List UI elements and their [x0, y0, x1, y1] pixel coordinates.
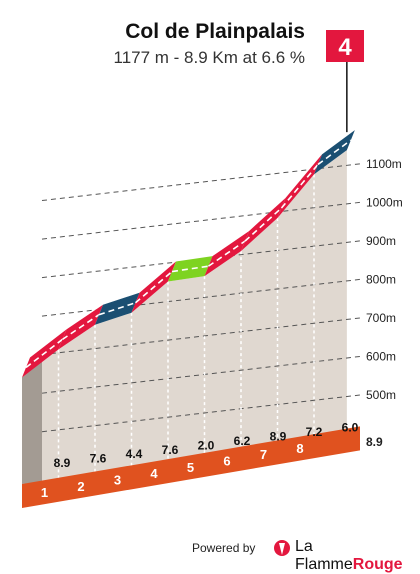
- brand-prefix: La Flamme: [295, 538, 353, 573]
- hill-side-face: [22, 361, 42, 484]
- band-centerline: [208, 240, 246, 267]
- gradient-value-label: 8.9: [54, 456, 71, 470]
- gradient-value-label: 2.0: [198, 438, 215, 452]
- band-centerline: [25, 338, 63, 369]
- chart-labels: 500m 600m 700m 800m 900m 1000m 1100m 1 2 3 4 5 6 7 8 8.…: [41, 157, 403, 500]
- footer: Powered by La FlammeRouge: [0, 537, 420, 573]
- km-marker-label: 3: [114, 472, 121, 487]
- gradient-segment: [277, 154, 322, 218]
- page-title: Col de Plainpalais: [125, 20, 305, 43]
- band-centerline: [98, 301, 136, 316]
- gradient-value-label: 6.2: [234, 434, 251, 448]
- gradient-band: [22, 130, 355, 378]
- km-marker-label: 5: [187, 460, 194, 475]
- km-marker-label: 7: [260, 447, 267, 462]
- flag-label: 4: [338, 34, 352, 61]
- gradient-value-label: 7.6: [162, 443, 179, 457]
- hill-fill: [22, 150, 347, 484]
- gradient-value-label: 4.4: [126, 447, 143, 461]
- band-centerline: [317, 139, 352, 166]
- km-marker-label: 6: [223, 453, 230, 468]
- band-centerline: [62, 314, 100, 341]
- gradient-segment: [168, 256, 213, 282]
- km-droplines: [57, 174, 315, 480]
- brand-name: La FlammeRouge: [295, 538, 420, 574]
- summit-flag: 4: [326, 30, 364, 133]
- km-marker-label: 8: [296, 441, 303, 456]
- climb-summary: 1177 m - 8.9 Km at 6.6 %: [113, 48, 306, 67]
- end-label: 8.9: [366, 435, 383, 449]
- gradient-value-label: 8.9: [270, 429, 287, 443]
- band-centerline: [134, 270, 173, 304]
- km-marker-label: 4: [150, 466, 158, 481]
- gradient-segment: [95, 292, 140, 325]
- y-tick-label: 700m: [366, 311, 396, 325]
- flag-banner: [326, 30, 364, 62]
- y-tick-label: 1000m: [366, 195, 403, 209]
- brand-suffix: Rouge: [352, 556, 403, 573]
- km-marker-label: 2: [77, 479, 84, 494]
- y-tick-label: 500m: [366, 388, 396, 402]
- y-tick-label: 600m: [366, 349, 396, 363]
- gradient-value-label: 6.0: [342, 421, 359, 435]
- band-centerline: [244, 207, 283, 242]
- y-tick-label: 900m: [366, 234, 396, 248]
- hill-area: [22, 150, 347, 484]
- band-centerline: [171, 265, 209, 273]
- powered-by-label: Powered by: [192, 541, 256, 555]
- gradient-value-label: 7.2: [306, 425, 323, 439]
- gradient-value-label: 7.6: [90, 452, 107, 466]
- y-tick-label: 1100m: [366, 157, 402, 171]
- base-strip: [22, 426, 360, 508]
- km-marker-label: 1: [41, 485, 48, 500]
- flamme-rouge-logo-icon: [274, 540, 290, 556]
- y-tick-label: 800m: [366, 272, 396, 286]
- base-strip-fill: [22, 426, 360, 508]
